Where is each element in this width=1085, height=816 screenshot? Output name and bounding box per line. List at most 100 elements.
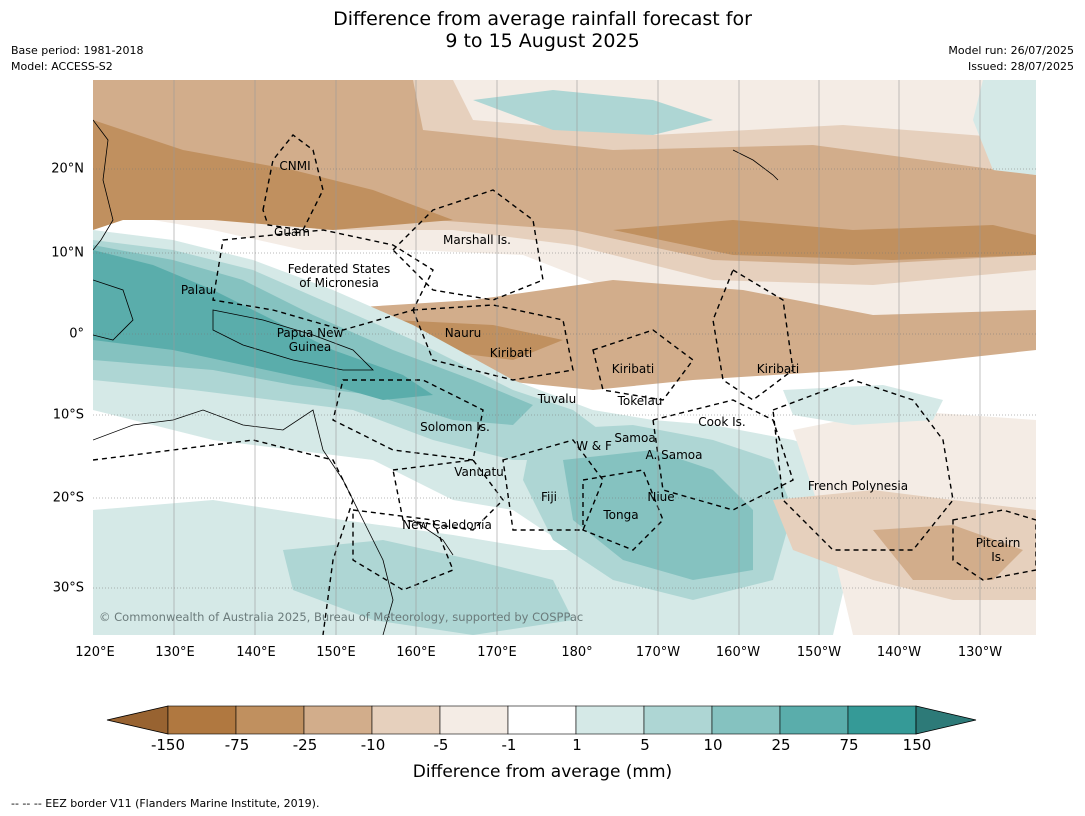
dry-band-equator bbox=[313, 280, 1036, 390]
map-title: Difference from average rainfall forecas… bbox=[0, 8, 1085, 52]
eez-borders bbox=[93, 134, 1036, 635]
coastline-australia bbox=[93, 409, 394, 635]
lat-label: 10°N bbox=[51, 245, 84, 261]
coastline-philippines bbox=[93, 119, 114, 251]
copyright-notice: © Commonwealth of Australia 2025, Bureau… bbox=[99, 610, 584, 624]
coastline-hawaii bbox=[732, 149, 779, 181]
lon-label: 130°E bbox=[155, 645, 195, 660]
colorbar-tick: -25 bbox=[292, 736, 318, 754]
lat-label: 20°S bbox=[52, 490, 84, 506]
place-label: Kiribati bbox=[611, 362, 655, 376]
eez-kiribati-phoenix bbox=[592, 329, 694, 401]
lat-label: 0° bbox=[69, 326, 84, 342]
eez-pitcairn bbox=[952, 509, 1036, 581]
place-label: Vanuatu bbox=[454, 465, 504, 479]
eez-cook bbox=[652, 399, 794, 511]
meta-right: Model run: 26/07/2025 Issued: 28/07/2025 bbox=[948, 43, 1074, 75]
title-line-2: 9 to 15 August 2025 bbox=[445, 30, 640, 52]
eez-kiribati-gilbert bbox=[411, 304, 574, 381]
colorbar-label: Difference from average (mm) bbox=[412, 762, 673, 782]
lon-label: 170°W bbox=[635, 645, 681, 660]
colorbar-segment bbox=[643, 705, 713, 735]
coastlines bbox=[93, 119, 779, 635]
lon-label: 140°W bbox=[876, 645, 922, 660]
colorbar-tick: 150 bbox=[902, 736, 932, 754]
colorbar-segment bbox=[507, 705, 577, 735]
colorbar-segment bbox=[303, 705, 373, 735]
colorbar-segment bbox=[439, 705, 509, 735]
meta-left: Base period: 1981-2018 Model: ACCESS-S2 bbox=[11, 43, 143, 75]
lon-label: 150°W bbox=[796, 645, 842, 660]
place-label: Tonga bbox=[603, 508, 639, 522]
place-label: Nauru bbox=[444, 326, 482, 340]
lat-label: 30°S bbox=[52, 580, 84, 596]
coastline-new-caledonia bbox=[412, 519, 454, 556]
eez-cnmi bbox=[262, 134, 324, 231]
lat-label: 10°S bbox=[52, 407, 84, 423]
eez-solomon bbox=[332, 379, 484, 461]
lon-label: 160°W bbox=[715, 645, 761, 660]
dry-band-north-mid bbox=[93, 80, 1036, 265]
base-period: Base period: 1981-2018 bbox=[11, 44, 144, 57]
title-line-1: Difference from average rainfall forecas… bbox=[333, 8, 752, 30]
place-label: Federated States bbox=[287, 262, 391, 276]
colorbar-tick: -10 bbox=[360, 736, 386, 754]
place-label: Guam bbox=[274, 225, 310, 239]
colorbar-tick: -5 bbox=[433, 736, 449, 754]
colorbar-tick: -75 bbox=[224, 736, 250, 754]
colorbar-tick: 10 bbox=[703, 736, 723, 754]
contour-fills bbox=[93, 80, 1036, 635]
lon-label: 160°E bbox=[396, 645, 436, 660]
lon-label: 120°E bbox=[75, 645, 115, 660]
place-label: Niue bbox=[647, 490, 675, 504]
place-label: Kiribati bbox=[756, 362, 800, 376]
wet-patch-north bbox=[473, 90, 713, 135]
colorbar-tick: -150 bbox=[150, 736, 186, 754]
place-label: W & F bbox=[576, 439, 612, 453]
eez-new-caledonia bbox=[352, 509, 454, 591]
wet-region-south-west bbox=[283, 540, 573, 635]
place-label: Solomon Is. bbox=[420, 420, 490, 434]
place-label: Is. bbox=[991, 550, 1005, 564]
lon-label: 140°E bbox=[236, 645, 276, 660]
place-label: Papua New bbox=[276, 326, 344, 340]
wet-region-west-strong bbox=[93, 250, 433, 400]
rainfall-map bbox=[93, 80, 1036, 635]
eez-tonga bbox=[582, 469, 664, 551]
colorbar-tick: 1 bbox=[572, 736, 582, 754]
colorbar-extend-high bbox=[915, 705, 977, 735]
colorbar-segment bbox=[779, 705, 849, 735]
colorbar-segment bbox=[847, 705, 917, 735]
lon-label: 130°W bbox=[957, 645, 1003, 660]
colorbar bbox=[106, 705, 977, 735]
place-label: A. Samoa bbox=[645, 448, 703, 462]
graticule bbox=[93, 80, 1036, 635]
colorbar-tick: -1 bbox=[501, 736, 517, 754]
dry-region-southeast-mid bbox=[873, 525, 1023, 580]
place-label: CNMI bbox=[279, 159, 311, 173]
lat-label: 20°N bbox=[51, 161, 84, 177]
coastline-borneo bbox=[93, 279, 134, 341]
place-label: Tokelau bbox=[617, 394, 663, 408]
place-label: New Caledonia bbox=[402, 518, 492, 532]
lon-label: 150°E bbox=[316, 645, 356, 660]
colorbar-segment bbox=[371, 705, 441, 735]
issued-date: Issued: 28/07/2025 bbox=[967, 60, 1074, 73]
colorbar-segment bbox=[235, 705, 305, 735]
place-label: of Micronesia bbox=[299, 276, 379, 290]
place-label: Palau bbox=[180, 283, 214, 297]
place-label: Fiji bbox=[540, 490, 558, 504]
place-label: Pitcairn bbox=[975, 536, 1021, 550]
wet-patch-northeast bbox=[973, 80, 1036, 175]
colorbar-tick: 75 bbox=[839, 736, 859, 754]
eez-vanuatu bbox=[392, 459, 504, 531]
lon-label: 170°E bbox=[477, 645, 517, 660]
dry-band-north-dark-2 bbox=[613, 220, 1036, 260]
eez-marshall bbox=[392, 189, 544, 301]
place-label: Tuvalu bbox=[537, 392, 577, 406]
colorbar-segment bbox=[575, 705, 645, 735]
colorbar-tick: 25 bbox=[771, 736, 791, 754]
place-label: Cook Is. bbox=[698, 415, 746, 429]
colorbar-tick: 5 bbox=[640, 736, 650, 754]
eez-french-polynesia bbox=[772, 379, 954, 551]
